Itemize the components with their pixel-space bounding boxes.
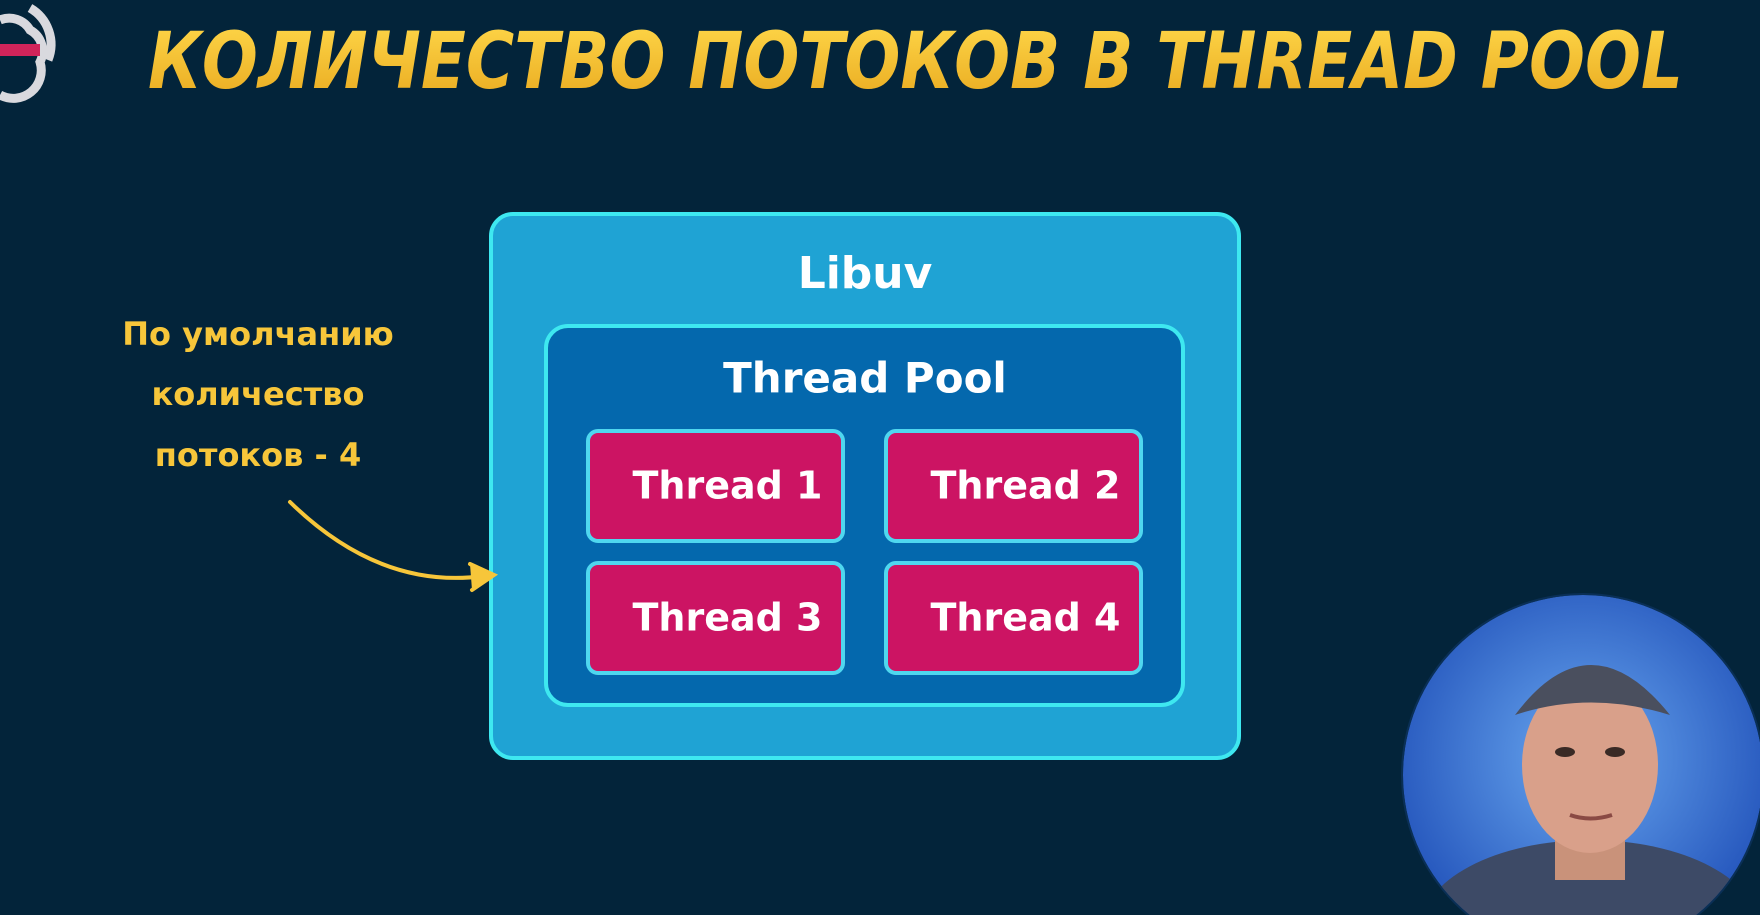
annotation: По умолчанию количество потоков - 4 (122, 315, 394, 474)
note-line: количество (152, 375, 365, 413)
thread-label: Thread 3 (633, 596, 823, 640)
thread-label: Thread 2 (931, 464, 1121, 508)
thread-label: Thread 1 (633, 464, 823, 508)
thread-box (884, 429, 1143, 543)
note-line: По умолчанию (122, 315, 394, 353)
note-line: потоков - 4 (155, 436, 361, 474)
title: КОЛИЧЕСТВО ПОТОКОВ В THREAD POOL (148, 17, 1683, 107)
threads: Thread 1 Thread 2 Thread 3 Thread 4 (586, 429, 1143, 675)
thread-label: Thread 4 (931, 596, 1121, 640)
thread-pool-label: Thread Pool (723, 354, 1007, 403)
logo (0, 4, 56, 103)
thread-box (586, 561, 845, 675)
webcam (1401, 593, 1760, 915)
arrow (288, 500, 499, 592)
thread-box (884, 561, 1143, 675)
thread-box (586, 429, 845, 543)
libuv-label: Libuv (798, 248, 933, 299)
